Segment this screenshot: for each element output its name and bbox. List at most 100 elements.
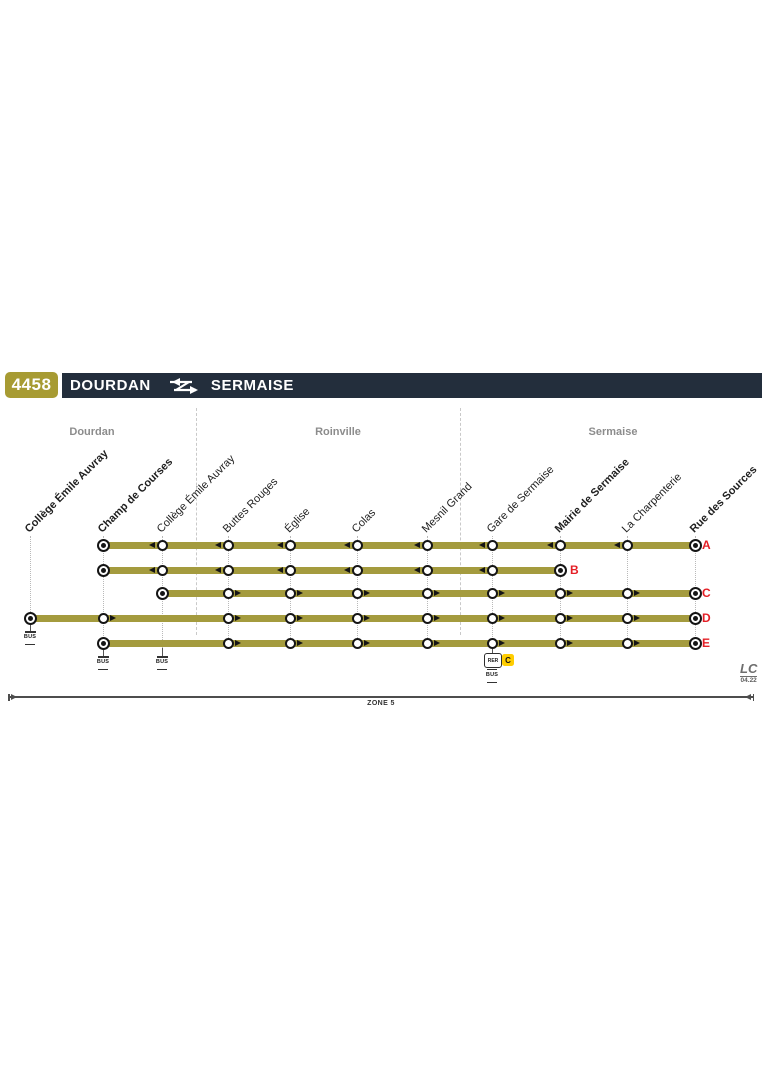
line-number-badge: 4458	[5, 372, 58, 398]
route-bar	[103, 639, 695, 647]
zone-label: ZONE 5	[367, 700, 395, 707]
stop-circle	[421, 587, 433, 599]
stop-label: Buttes Rouges	[220, 475, 281, 536]
stop-column-line	[103, 536, 104, 646]
direction-arrow-icon	[297, 614, 303, 621]
direction-arrow-icon	[634, 589, 640, 596]
stop-circle	[97, 612, 109, 624]
stop-circle	[351, 587, 363, 599]
commune-label: Dourdan	[69, 426, 115, 438]
commune-separator	[196, 408, 197, 635]
direction-arrow-icon	[414, 541, 420, 548]
bus-underline	[98, 669, 108, 670]
route-letter: A	[702, 538, 711, 552]
connection-stub	[161, 648, 163, 656]
route-letter: C	[702, 586, 711, 600]
direction-arrow-icon	[434, 589, 440, 596]
bus-connection-label: BUS	[96, 659, 110, 665]
stop-circle	[222, 539, 234, 551]
stop-circle	[486, 587, 498, 599]
stop-circle	[156, 539, 168, 551]
direction-arrow-icon	[297, 589, 303, 596]
stop-label: Rue des Sources	[687, 463, 760, 536]
stop-circle	[351, 539, 363, 551]
route-letter: D	[702, 611, 711, 625]
origin-label: DOURDAN	[70, 377, 151, 394]
stop-circle	[421, 637, 433, 649]
direction-arrow-icon	[215, 541, 221, 548]
stop-circle	[486, 612, 498, 624]
cartographer-logo: LC 04.22	[740, 662, 758, 684]
stop-circle	[351, 564, 363, 576]
direction-arrow-icon	[277, 541, 283, 548]
direction-arrow-icon	[634, 639, 640, 646]
terminal-circle	[96, 636, 110, 650]
bidirectional-arrow-icon	[169, 377, 198, 394]
stop-circle	[486, 564, 498, 576]
stop-column-line	[30, 536, 31, 612]
connection-bar	[156, 656, 168, 658]
zone-arrow-icon	[11, 693, 17, 700]
stop-circle	[554, 539, 566, 551]
zone-scale-line	[8, 696, 754, 698]
stop-circle	[222, 637, 234, 649]
direction-arrow-icon	[215, 566, 221, 573]
stop-circle	[421, 564, 433, 576]
terminal-circle	[96, 563, 110, 577]
stop-circle	[421, 539, 433, 551]
stop-circle	[621, 612, 633, 624]
stop-circle	[284, 564, 296, 576]
line-title-bar: DOURDAN SERMAISE	[62, 373, 762, 398]
stop-circle	[621, 587, 633, 599]
stop-label: La Charpenterie	[619, 471, 685, 536]
bus-underline	[25, 644, 35, 645]
commune-label: Roinville	[315, 426, 361, 438]
terminal-circle	[23, 611, 37, 625]
terminal-circle	[688, 611, 702, 625]
direction-arrow-icon	[547, 541, 553, 548]
terminal-circle	[553, 563, 567, 577]
connection-bar	[97, 656, 109, 658]
direction-arrow-icon	[479, 566, 485, 573]
route-letter: B	[570, 563, 579, 577]
zone-arrow-icon	[745, 693, 751, 700]
direction-arrow-icon	[567, 589, 573, 596]
stop-label: Gare de Sermaise	[484, 463, 557, 536]
rer-underline	[487, 669, 497, 670]
route-bar	[30, 614, 695, 622]
rer-c-badge: C	[502, 654, 514, 666]
route-bar	[103, 541, 695, 549]
route-bar	[103, 566, 560, 574]
bus-connection-label: BUS	[23, 634, 37, 640]
terminal-circle	[96, 538, 110, 552]
direction-arrow-icon	[110, 614, 116, 621]
direction-arrow-icon	[364, 639, 370, 646]
stop-label: Mairie de Sermaise	[552, 456, 632, 536]
stop-circle	[284, 587, 296, 599]
stop-circle	[284, 637, 296, 649]
commune-label: Sermaise	[588, 426, 638, 438]
stop-circle	[156, 564, 168, 576]
direction-arrow-icon	[235, 614, 241, 621]
direction-arrow-icon	[614, 541, 620, 548]
terminal-circle	[155, 586, 169, 600]
rer-icon: RER	[484, 653, 502, 668]
stop-circle	[222, 587, 234, 599]
direction-arrow-icon	[434, 614, 440, 621]
direction-arrow-icon	[364, 589, 370, 596]
connection-stub	[491, 649, 493, 653]
stop-circle	[351, 612, 363, 624]
direction-arrow-icon	[499, 639, 505, 646]
connection-stub	[29, 624, 31, 631]
stop-label: Église	[282, 505, 313, 536]
stop-label: Mesnil Grand	[419, 480, 475, 536]
stop-circle	[284, 539, 296, 551]
stop-circle	[486, 539, 498, 551]
connection-bar	[24, 631, 36, 633]
map-date: 04.22	[740, 677, 757, 684]
zone-scale-tick	[752, 693, 754, 701]
stop-circle	[554, 612, 566, 624]
stop-circle	[554, 637, 566, 649]
